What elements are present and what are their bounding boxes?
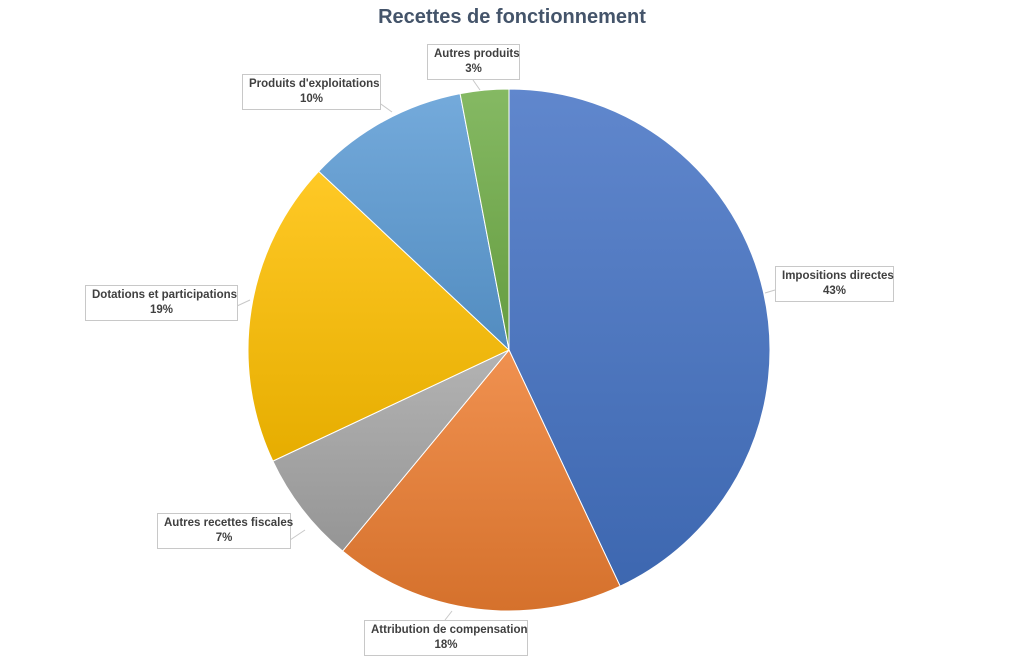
leader-line [289, 529, 306, 541]
data-label-attribution-de-compensation: Attribution de compensation 18% [364, 620, 528, 656]
label-value: 3% [465, 63, 482, 75]
label-value: 7% [215, 532, 233, 544]
leader-line [472, 79, 481, 91]
pie-slice-dotations-et-participations [247, 170, 510, 462]
label-value: 43% [822, 285, 847, 297]
label-name: Autres recettes fiscales [164, 517, 294, 529]
data-label-impositions-directes: Impositions directes 43% [775, 266, 894, 302]
leader-line [444, 610, 453, 621]
leader-line [236, 299, 251, 307]
pie-slice-autres-recettes-fiscales [272, 349, 510, 552]
label-value: 18% [434, 639, 458, 651]
leader-line [764, 289, 776, 294]
data-label-autres-produits: Autres produits 3% [427, 44, 520, 80]
data-label-produits-d-exploitations: Produits d'exploitations 10% [242, 74, 381, 110]
chart-title: Recettes de fonctionnement [378, 6, 646, 28]
label-name: Dotations et participations [92, 289, 238, 301]
label-name: Attribution de compensation [371, 624, 528, 636]
pie-slice-autres-produits [459, 88, 510, 351]
label-value: 19% [149, 304, 174, 316]
pie-slice-attribution-de-compensation [341, 349, 621, 612]
pie-slice-impositions-directes [508, 88, 771, 587]
pie-slice-produits-d-exploitations [318, 93, 510, 352]
label-name: Autres produits [434, 48, 520, 60]
data-label-autres-recettes-fiscales: Autres recettes fiscales 7% [157, 513, 294, 549]
label-name: Produits d'exploitations [249, 78, 380, 90]
data-label-dotations-et-participations: Dotations et participations 19% [85, 285, 238, 321]
label-name: Impositions directes [782, 270, 894, 282]
label-value: 10% [299, 93, 324, 105]
